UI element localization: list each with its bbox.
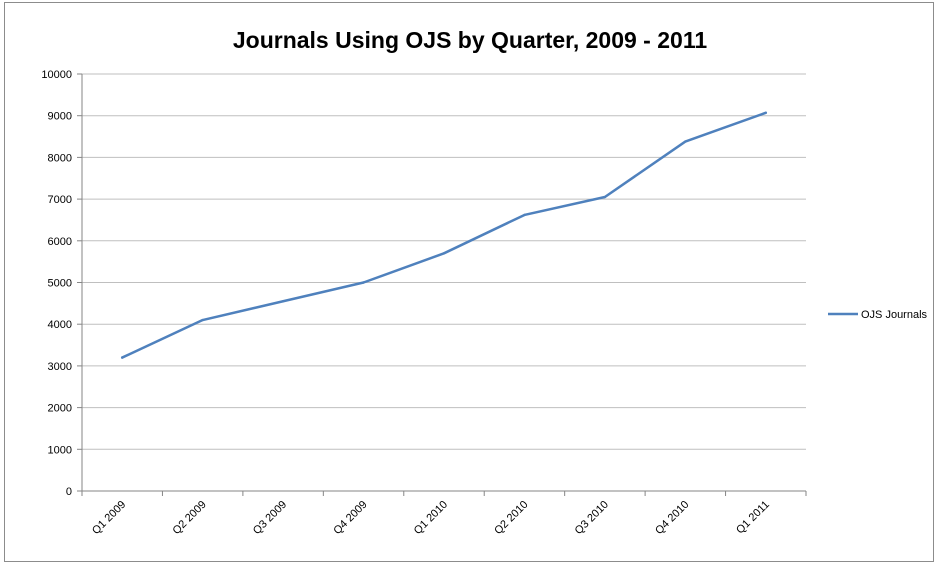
series-lines [120, 111, 768, 359]
data-point [603, 195, 607, 199]
x-tick-label: Q4 2010 [653, 499, 691, 537]
x-tick-label: Q4 2009 [331, 499, 369, 537]
y-tick-labels: 0 1000 2000 3000 4000 5000 6000 7000 8000 9000 100… [41, 69, 72, 498]
data-point [442, 252, 446, 255]
x-tick-labels: Q1 2009 Q2 2009 Q3 2009 Q4 2009 Q1 2010 Q2 20… [90, 499, 772, 537]
y-tick-label: 2000 [48, 403, 72, 415]
y-tick-label: 0 [66, 486, 72, 498]
chart-title: Journals Using OJS by Quarter, 2009 - 20… [232, 27, 708, 53]
y-tick-label: 7000 [48, 194, 72, 206]
data-point [764, 111, 767, 114]
y-tick-label: 4000 [48, 319, 72, 331]
y-tick-label: 6000 [48, 236, 72, 248]
legend-label: OJS Journals [861, 309, 928, 321]
y-tick-label: 10000 [41, 69, 72, 81]
data-point [121, 356, 124, 359]
axes [77, 73, 807, 496]
data-point [684, 140, 687, 143]
x-tick-label: Q1 2010 [412, 499, 450, 537]
data-point [281, 300, 285, 303]
x-tick-label: Q1 2011 [734, 499, 772, 537]
y-tick-label: 8000 [48, 152, 72, 164]
legend: OJS Journals [828, 309, 928, 321]
x-tick-label: Q2 2009 [170, 499, 208, 537]
series-line [120, 111, 768, 359]
y-tick-label: 5000 [48, 278, 72, 290]
x-tick-label: Q3 2010 [573, 499, 611, 537]
x-tick-label: Q1 2009 [90, 499, 128, 537]
y-tick-label: 1000 [48, 444, 72, 456]
gridlines [82, 73, 806, 450]
x-tick-label: Q3 2009 [251, 499, 289, 537]
data-point [362, 281, 365, 284]
y-tick-label: 9000 [48, 111, 72, 123]
data-point [201, 318, 204, 322]
y-tick-label: 3000 [48, 361, 72, 373]
x-tick-label: Q2 2010 [492, 499, 530, 537]
data-point [523, 213, 526, 217]
